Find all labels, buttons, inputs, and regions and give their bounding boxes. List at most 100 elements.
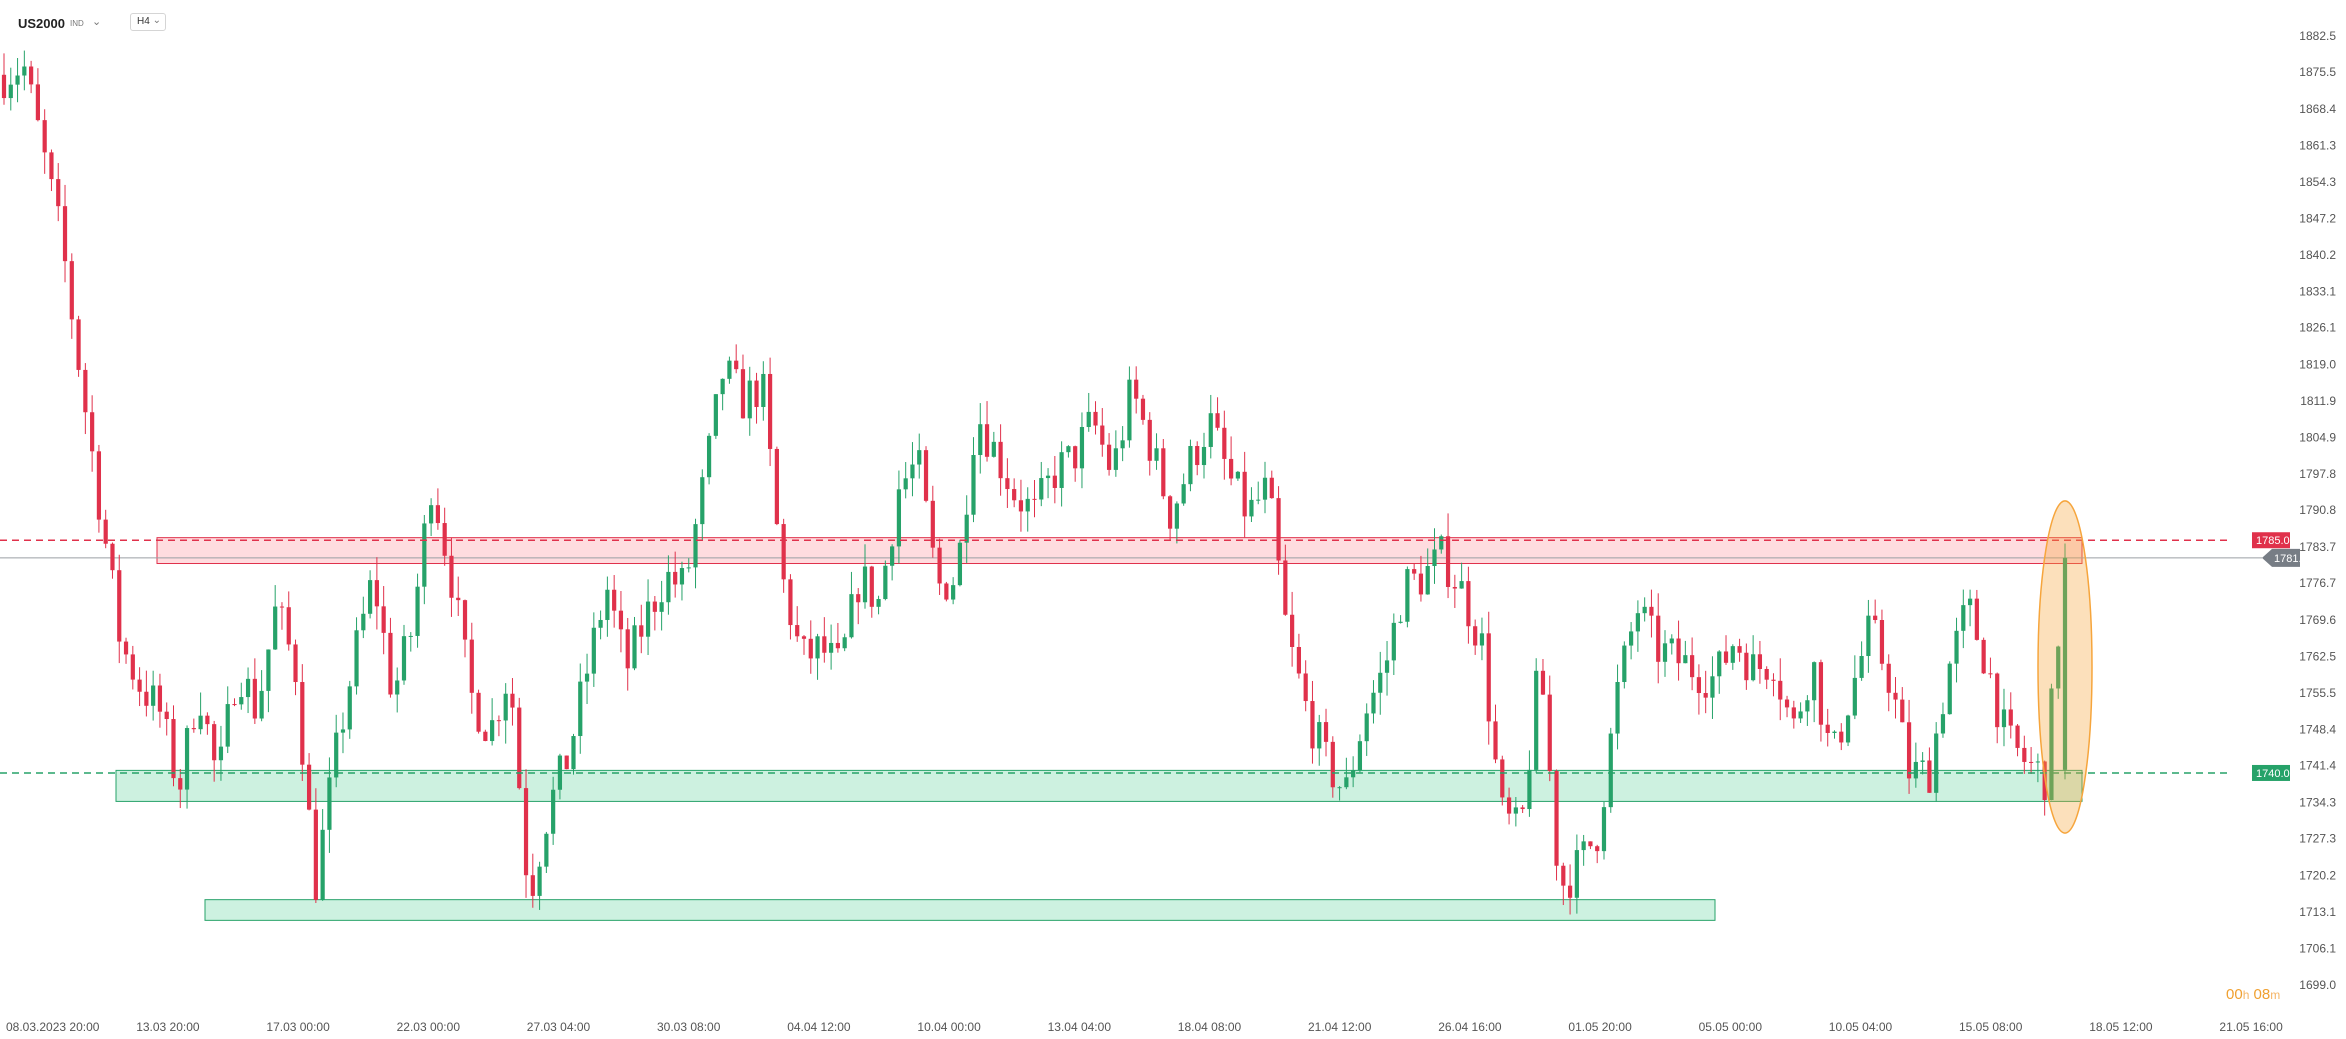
candle-body xyxy=(551,789,556,834)
candle-body xyxy=(273,606,278,650)
candle-body xyxy=(1798,711,1803,719)
candle-body xyxy=(659,602,664,612)
candle-body xyxy=(2049,688,2054,801)
candle-body xyxy=(713,394,718,436)
candle-body xyxy=(422,523,427,587)
candle-body xyxy=(83,369,88,413)
countdown-minutes: 08 xyxy=(2253,986,2271,1003)
candle-body xyxy=(1290,614,1295,647)
candle-body xyxy=(849,594,854,638)
candle-body xyxy=(1710,676,1715,698)
candle-body xyxy=(1818,662,1824,725)
candle-body xyxy=(1771,679,1776,681)
x-tick-label: 04.04 12:00 xyxy=(787,1020,851,1034)
candle-body xyxy=(693,524,698,568)
candle-body xyxy=(1215,413,1220,428)
x-tick-label: 30.03 08:00 xyxy=(657,1020,721,1034)
candle-body xyxy=(544,833,549,867)
y-tick-label: 1720.2 xyxy=(2299,868,2336,882)
y-tick-label: 1833.1 xyxy=(2299,284,2336,298)
candle-body xyxy=(1201,446,1207,466)
candle-body xyxy=(1025,498,1030,512)
candle-body xyxy=(1778,680,1783,700)
x-tick-label: 22.03 00:00 xyxy=(397,1020,461,1034)
candle-body xyxy=(1825,724,1830,733)
candle-body xyxy=(1934,733,1939,793)
candle-body xyxy=(225,704,230,747)
candle-body xyxy=(1086,411,1091,428)
candle-body xyxy=(754,380,759,407)
candle-body xyxy=(62,206,68,262)
resistance-price-tag xyxy=(2252,532,2290,549)
symbol-chevron-down-icon[interactable]: ⌄ xyxy=(92,16,102,28)
y-tick-label: 1861.3 xyxy=(2299,139,2336,153)
candle-body xyxy=(1547,694,1552,772)
candle-body xyxy=(1791,707,1796,719)
timeframe-select[interactable]: H4 ⌄ xyxy=(130,13,166,31)
candle-body xyxy=(795,625,800,637)
x-tick-label: 13.03 20:00 xyxy=(136,1020,200,1034)
x-tick-label: 10.04 00:00 xyxy=(917,1020,981,1034)
candle-body xyxy=(1425,566,1430,595)
candle-body xyxy=(151,685,156,706)
symbol-name[interactable]: US2000 xyxy=(18,16,65,31)
candle-body xyxy=(300,682,305,765)
candle-body xyxy=(1235,471,1240,479)
candle-body xyxy=(890,546,895,566)
candle-body xyxy=(734,360,739,370)
candle-body xyxy=(171,719,176,779)
zone-layer xyxy=(115,537,2083,921)
candle-body xyxy=(1629,631,1634,646)
candle-body xyxy=(666,571,671,603)
support-price-tag xyxy=(2252,764,2290,781)
candle-body xyxy=(612,589,617,611)
candle-body xyxy=(1649,606,1654,616)
candle-body xyxy=(910,464,915,479)
candle-body xyxy=(1357,741,1363,771)
candle-body xyxy=(1479,633,1485,646)
candle-body xyxy=(503,693,508,721)
time-axis[interactable]: 08.03.2023 20:00 13.03 20:00 17.03 00:00 22… xyxy=(6,1020,2283,1034)
candle-body xyxy=(245,678,251,698)
y-tick-label: 1847.2 xyxy=(2299,212,2336,226)
price-tags: 1785.0 1740.0 1781.6 xyxy=(2252,532,2308,781)
candle-body xyxy=(842,637,847,649)
candle-body xyxy=(1486,633,1491,722)
candle-body xyxy=(1161,448,1166,497)
candle-body xyxy=(584,673,590,682)
y-tick-label: 1811.9 xyxy=(2300,394,2336,408)
candle-body xyxy=(462,600,468,640)
candle-body xyxy=(1588,841,1593,847)
candle-body xyxy=(483,731,488,742)
candle-body xyxy=(1005,478,1010,490)
candle-body xyxy=(998,441,1003,479)
candle-body xyxy=(205,715,210,725)
candle-body xyxy=(1859,656,1864,678)
candle-body xyxy=(1330,741,1335,788)
candle-body xyxy=(1134,379,1139,399)
candle-body xyxy=(1500,759,1505,798)
candle-body xyxy=(395,680,400,695)
candle-body xyxy=(1167,496,1173,529)
candle-body xyxy=(1059,452,1064,488)
price-axis[interactable]: 1882.5 1875.5 1868.4 1861.3 1854.3 1847.2 1840… xyxy=(2299,29,2336,992)
y-tick-label: 1790.8 xyxy=(2299,503,2336,517)
x-tick-label: 15.05 08:00 xyxy=(1959,1020,2023,1034)
candle-body xyxy=(1981,639,1986,674)
y-tick-label: 1762.5 xyxy=(2299,650,2336,664)
candle-body xyxy=(218,746,224,761)
candle-body xyxy=(632,625,637,669)
candle-body xyxy=(1662,643,1668,662)
candle-body xyxy=(917,450,922,465)
candle-body xyxy=(1445,536,1451,587)
candle-body xyxy=(1615,681,1620,734)
candle-body xyxy=(1845,715,1851,743)
candle-body xyxy=(856,594,861,603)
candle-body xyxy=(1317,722,1322,749)
candle-body xyxy=(35,84,40,121)
candle-body xyxy=(56,179,61,207)
y-tick-label: 1854.3 xyxy=(2299,175,2336,189)
candle-body xyxy=(1900,699,1905,723)
candle-body xyxy=(1100,425,1105,445)
